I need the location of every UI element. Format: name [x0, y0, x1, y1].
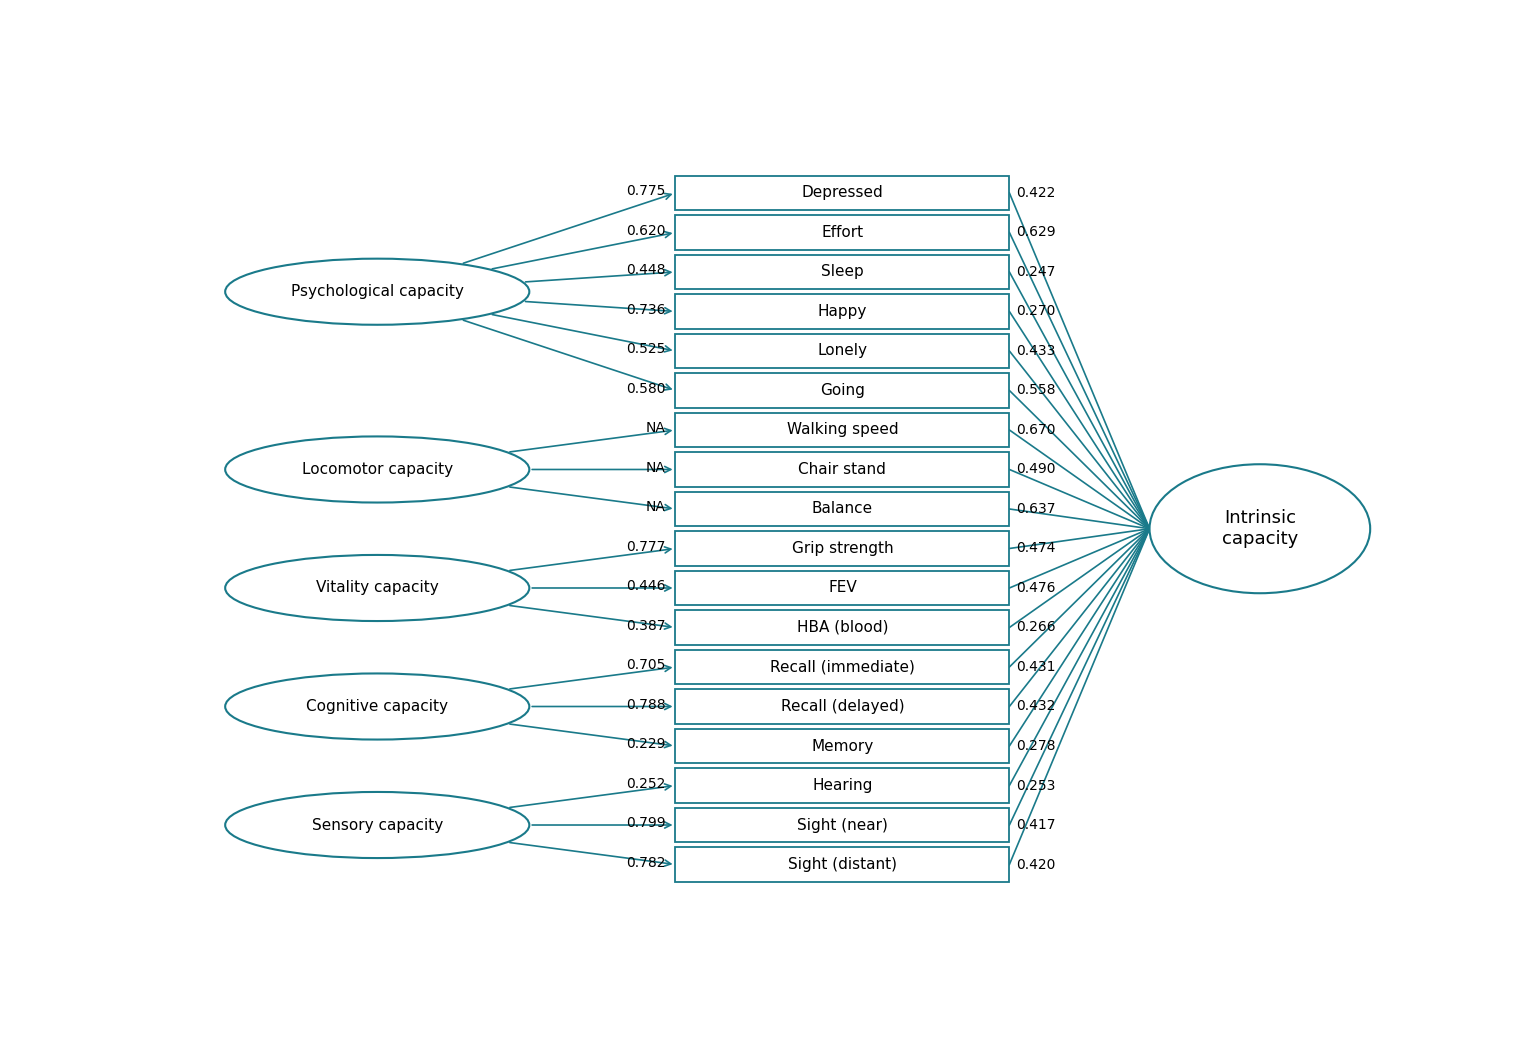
Text: Sight (distant): Sight (distant)	[788, 857, 897, 872]
FancyBboxPatch shape	[676, 729, 1010, 763]
Text: 0.620: 0.620	[626, 224, 666, 238]
Text: HBA (blood): HBA (blood)	[797, 620, 888, 634]
Text: 0.278: 0.278	[1017, 739, 1056, 753]
FancyBboxPatch shape	[676, 334, 1010, 369]
Text: Locomotor capacity: Locomotor capacity	[302, 462, 452, 477]
Text: 0.580: 0.580	[626, 382, 666, 396]
Text: FEV: FEV	[828, 580, 857, 596]
Text: Psychological capacity: Psychological capacity	[291, 284, 463, 299]
Text: 0.247: 0.247	[1017, 265, 1056, 279]
Text: 0.476: 0.476	[1017, 581, 1056, 595]
Text: Hearing: Hearing	[813, 778, 873, 793]
FancyBboxPatch shape	[676, 847, 1010, 882]
Text: Balance: Balance	[813, 502, 873, 516]
Text: 0.420: 0.420	[1017, 857, 1056, 871]
Ellipse shape	[225, 792, 529, 859]
Text: Recall (immediate): Recall (immediate)	[770, 660, 914, 674]
Text: 0.446: 0.446	[626, 579, 666, 594]
Text: 0.448: 0.448	[626, 263, 666, 277]
FancyBboxPatch shape	[676, 452, 1010, 487]
Text: Recall (delayed): Recall (delayed)	[780, 699, 905, 714]
FancyBboxPatch shape	[676, 294, 1010, 329]
Text: 0.433: 0.433	[1017, 344, 1056, 358]
Text: Sleep: Sleep	[820, 265, 863, 280]
Text: 0.788: 0.788	[626, 697, 666, 712]
Text: 0.253: 0.253	[1017, 779, 1056, 793]
Text: 0.474: 0.474	[1017, 541, 1056, 556]
Text: 0.270: 0.270	[1017, 305, 1056, 318]
FancyBboxPatch shape	[676, 610, 1010, 645]
Text: Grip strength: Grip strength	[791, 541, 893, 556]
FancyBboxPatch shape	[676, 373, 1010, 408]
Text: 0.629: 0.629	[1017, 225, 1056, 240]
Ellipse shape	[225, 259, 529, 325]
Text: 0.387: 0.387	[626, 619, 666, 632]
Ellipse shape	[225, 437, 529, 503]
Text: 0.736: 0.736	[626, 303, 666, 317]
Text: Chair stand: Chair stand	[799, 462, 886, 477]
Text: 0.431: 0.431	[1017, 660, 1056, 674]
Text: 0.775: 0.775	[626, 184, 666, 198]
Text: Happy: Happy	[817, 304, 866, 319]
Text: Cognitive capacity: Cognitive capacity	[306, 699, 448, 714]
FancyBboxPatch shape	[676, 807, 1010, 843]
Text: 0.490: 0.490	[1017, 463, 1056, 476]
Text: 0.252: 0.252	[626, 777, 666, 790]
Text: 0.525: 0.525	[626, 342, 666, 356]
FancyBboxPatch shape	[676, 649, 1010, 685]
FancyBboxPatch shape	[676, 689, 1010, 723]
Text: 0.782: 0.782	[626, 855, 666, 870]
FancyBboxPatch shape	[676, 768, 1010, 803]
Text: 0.799: 0.799	[626, 817, 666, 830]
Text: 0.558: 0.558	[1017, 383, 1056, 398]
Text: Depressed: Depressed	[802, 185, 883, 200]
Text: Sensory capacity: Sensory capacity	[311, 818, 443, 832]
Text: Walking speed: Walking speed	[786, 423, 899, 438]
FancyBboxPatch shape	[676, 492, 1010, 527]
Text: 0.432: 0.432	[1017, 699, 1056, 713]
FancyBboxPatch shape	[676, 531, 1010, 565]
Text: Vitality capacity: Vitality capacity	[315, 580, 439, 596]
FancyBboxPatch shape	[676, 571, 1010, 605]
Text: 0.670: 0.670	[1017, 423, 1056, 437]
Text: 0.637: 0.637	[1017, 502, 1056, 516]
Ellipse shape	[225, 555, 529, 621]
Text: Lonely: Lonely	[817, 343, 868, 358]
Text: Intrinsic
capacity: Intrinsic capacity	[1222, 509, 1297, 549]
Text: 0.229: 0.229	[626, 737, 666, 752]
Text: Sight (near): Sight (near)	[797, 818, 888, 832]
Text: 0.417: 0.417	[1017, 818, 1056, 832]
FancyBboxPatch shape	[676, 176, 1010, 210]
FancyBboxPatch shape	[676, 413, 1010, 447]
Text: 0.705: 0.705	[626, 659, 666, 672]
FancyBboxPatch shape	[676, 254, 1010, 289]
Text: NA: NA	[646, 421, 666, 436]
FancyBboxPatch shape	[676, 215, 1010, 250]
Text: Going: Going	[820, 383, 865, 398]
Ellipse shape	[225, 673, 529, 739]
Ellipse shape	[1150, 464, 1370, 594]
Text: Effort: Effort	[822, 225, 863, 240]
Text: NA: NA	[646, 500, 666, 514]
Text: 0.266: 0.266	[1017, 621, 1056, 634]
Text: Memory: Memory	[811, 738, 874, 754]
Text: 0.777: 0.777	[626, 540, 666, 554]
Text: NA: NA	[646, 461, 666, 474]
Text: 0.422: 0.422	[1017, 186, 1056, 200]
